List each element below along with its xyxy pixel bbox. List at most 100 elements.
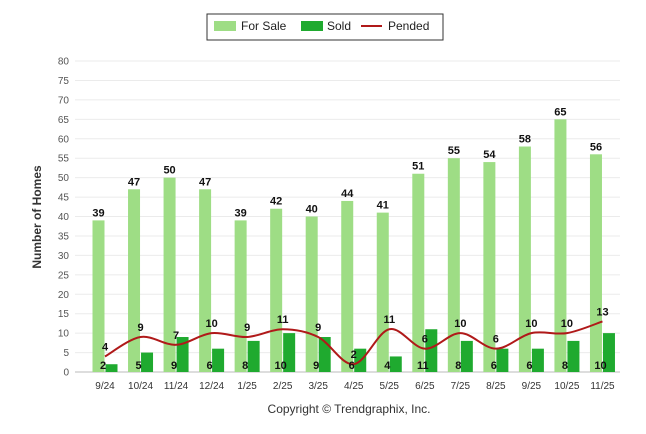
label-pended-4-25: 2: [351, 349, 357, 361]
label-for-sale-8-25: 54: [483, 149, 496, 161]
bars: [92, 119, 615, 372]
label-pended-11-25: 13: [596, 306, 608, 318]
legend-label-pended: Pended: [388, 19, 429, 33]
bar-for-sale-11-24: [163, 177, 176, 372]
label-sold-4-25: 6: [349, 360, 355, 372]
bar-for-sale-2-25: [270, 208, 283, 372]
y-tick-label: 70: [58, 95, 70, 106]
label-for-sale-10-24: 47: [128, 176, 140, 188]
bar-for-sale-10-24: [128, 189, 141, 372]
x-tick-label-12-24: 12/24: [199, 381, 224, 392]
label-for-sale-2-25: 42: [270, 196, 282, 208]
label-pended-12-24: 10: [205, 318, 217, 330]
bar-for-sale-10-25: [554, 119, 567, 372]
label-pended-1-25: 9: [244, 322, 250, 334]
label-for-sale-9-24: 39: [92, 207, 104, 219]
label-sold-3-25: 9: [313, 360, 319, 372]
label-for-sale-4-25: 44: [341, 188, 354, 200]
label-sold-11-24: 9: [171, 360, 177, 372]
x-tick-label-8-25: 8/25: [486, 381, 506, 392]
bar-for-sale-8-25: [483, 162, 496, 372]
label-pended-9-25: 10: [525, 318, 537, 330]
bar-sold-12-24: [212, 348, 225, 372]
bar-sold-7-25: [460, 340, 473, 372]
y-tick-label: 5: [63, 348, 69, 359]
label-sold-5-25: 4: [384, 360, 391, 372]
label-sold-9-25: 6: [526, 360, 532, 372]
y-tick-label: 80: [58, 57, 70, 68]
label-sold-8-25: 6: [491, 360, 497, 372]
y-tick-label: 60: [58, 134, 70, 145]
bar-for-sale-4-25: [341, 200, 354, 372]
bar-sold-1-25: [247, 340, 260, 372]
label-sold-12-24: 6: [207, 360, 213, 372]
label-pended-10-24: 9: [137, 322, 143, 334]
label-pended-3-25: 9: [315, 322, 321, 334]
label-sold-6-25: 11: [417, 360, 429, 372]
y-axis-label: Number of Homes: [30, 165, 44, 269]
label-for-sale-6-25: 51: [412, 161, 424, 173]
x-tick-label-1-25: 1/25: [237, 381, 257, 392]
bar-sold-8-25: [496, 348, 509, 372]
label-sold-10-25: 8: [562, 360, 568, 372]
y-tick-label: 0: [63, 368, 69, 379]
label-for-sale-3-25: 40: [306, 204, 318, 216]
label-pended-6-25: 6: [422, 334, 428, 346]
bar-sold-10-25: [567, 340, 580, 372]
bar-for-sale-11-25: [589, 154, 602, 372]
x-tick-label-10-25: 10/25: [554, 381, 579, 392]
label-pended-11-24: 7: [173, 330, 179, 342]
bar-for-sale-7-25: [447, 158, 460, 372]
label-pended-2-25: 11: [277, 314, 289, 326]
label-for-sale-5-25: 41: [377, 200, 389, 212]
label-for-sale-11-25: 56: [590, 141, 602, 153]
label-pended-7-25: 10: [454, 318, 466, 330]
bar-sold-11-24: [176, 337, 189, 372]
label-sold-2-25: 10: [275, 360, 287, 372]
y-axis-ticks: 0 5 10 15 20 25 30 35 40 45 50 55 60 65 70 75 80: [58, 57, 70, 379]
bar-sold-6-25: [425, 329, 438, 372]
bar-sold-5-25: [389, 356, 402, 372]
label-pended-9-24: 4: [102, 341, 109, 353]
y-tick-label: 45: [58, 193, 70, 204]
x-tick-label-10-24: 10/24: [128, 381, 153, 392]
x-tick-label-9-25: 9/25: [522, 381, 542, 392]
bar-sold-9-25: [531, 348, 544, 372]
label-sold-7-25: 8: [455, 360, 461, 372]
label-for-sale-1-25: 39: [235, 207, 247, 219]
y-tick-label: 25: [58, 270, 70, 281]
label-sold-1-25: 8: [242, 360, 248, 372]
label-pended-5-25: 11: [383, 314, 395, 326]
y-tick-label: 55: [58, 154, 70, 165]
label-for-sale-11-24: 50: [163, 165, 175, 177]
x-tick-label-7-25: 7/25: [451, 381, 471, 392]
x-tick-label-5-25: 5/25: [380, 381, 400, 392]
legend-label-for-sale: For Sale: [241, 19, 287, 33]
legend: For Sale Sold Pended: [206, 13, 444, 41]
x-tick-label-4-25: 4/25: [344, 381, 364, 392]
label-for-sale-12-24: 47: [199, 176, 211, 188]
legend-box: [206, 13, 444, 41]
bar-for-sale-3-25: [305, 216, 318, 372]
label-for-sale-7-25: 55: [448, 145, 460, 157]
x-axis-ticks: 9/24 10/24 11/24 12/24 1/25 2/25 3/25 4/25 5/25 6…: [95, 381, 615, 392]
legend-swatch-sold: [301, 21, 323, 31]
x-tick-label-9-24: 9/24: [95, 381, 115, 392]
y-tick-label: 35: [58, 231, 70, 242]
bar-for-sale-9-24: [92, 220, 105, 372]
y-tick-label: 75: [58, 76, 70, 87]
x-tick-label-11-25: 11/25: [590, 381, 615, 392]
bar-for-sale-1-25: [234, 220, 247, 372]
legend-swatch-for-sale: [214, 21, 236, 31]
y-tick-label: 20: [58, 290, 70, 301]
y-tick-label: 65: [58, 115, 70, 126]
label-for-sale-10-25: 65: [554, 106, 566, 118]
x-tick-label-3-25: 3/25: [308, 381, 328, 392]
label-sold-10-24: 5: [135, 360, 141, 372]
label-sold-11-25: 10: [594, 360, 606, 372]
label-for-sale-9-25: 58: [519, 134, 531, 146]
pended-line: [104, 320, 603, 366]
x-tick-label-11-24: 11/24: [164, 381, 189, 392]
label-pended-8-25: 6: [493, 334, 499, 346]
